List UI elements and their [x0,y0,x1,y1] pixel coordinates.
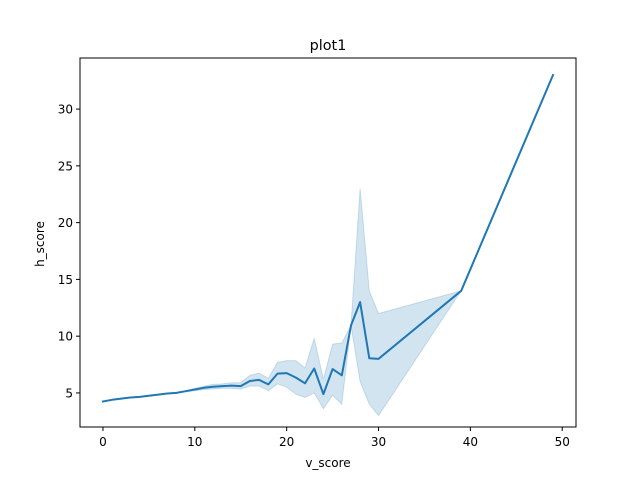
x-tick-label: 10 [187,435,202,449]
x-tick-label: 0 [99,435,107,449]
y-tick-label: 10 [58,330,73,344]
series-line-0 [101,73,555,403]
x-tick-label: 20 [279,435,294,449]
y-tick-label: 15 [58,273,73,287]
plot-frame [79,57,577,428]
x-tick-label: 50 [555,435,570,449]
y-tick-label: 20 [58,216,73,230]
x-axis-label: v_score [305,456,350,470]
y-tick-label: 5 [65,386,73,400]
chart-title: plot1 [310,38,347,54]
y-tick-label: 25 [58,159,73,173]
plot-area: 0 10 20 30 40 50 5 10 15 20 25 30 [58,57,577,449]
y-tick-label: 30 [58,103,73,117]
x-tick-label: 40 [463,435,478,449]
x-tick-label: 30 [371,435,386,449]
y-axis-label: h_score [33,221,47,267]
